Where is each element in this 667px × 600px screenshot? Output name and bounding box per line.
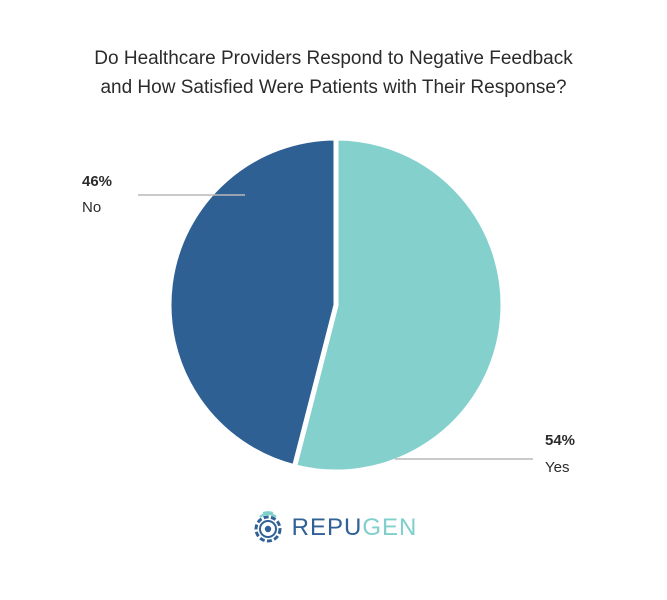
brand-name-part2: GEN [362, 514, 418, 541]
repugen-gear-icon [254, 511, 282, 543]
chart-title: Do Healthcare Providers Respond to Negat… [0, 44, 667, 102]
slice-name-label-yes: Yes [545, 459, 569, 476]
chart-title-line-2: and How Satisfied Were Patients with The… [100, 77, 567, 98]
slice-value-label-yes: 54% [545, 432, 575, 449]
brand-name: REPUGEN [292, 514, 418, 542]
pie-slice-no [166, 135, 339, 470]
slice-value-label-no: 46% [82, 173, 112, 190]
slice-name-label-no: No [82, 199, 101, 216]
brand-logo: REPUGEN [0, 510, 667, 546]
pie-slice-yes [291, 135, 506, 475]
brand-name-part1: REPU [291, 514, 363, 541]
chart-title-line-1: Do Healthcare Providers Respond to Negat… [94, 48, 573, 69]
